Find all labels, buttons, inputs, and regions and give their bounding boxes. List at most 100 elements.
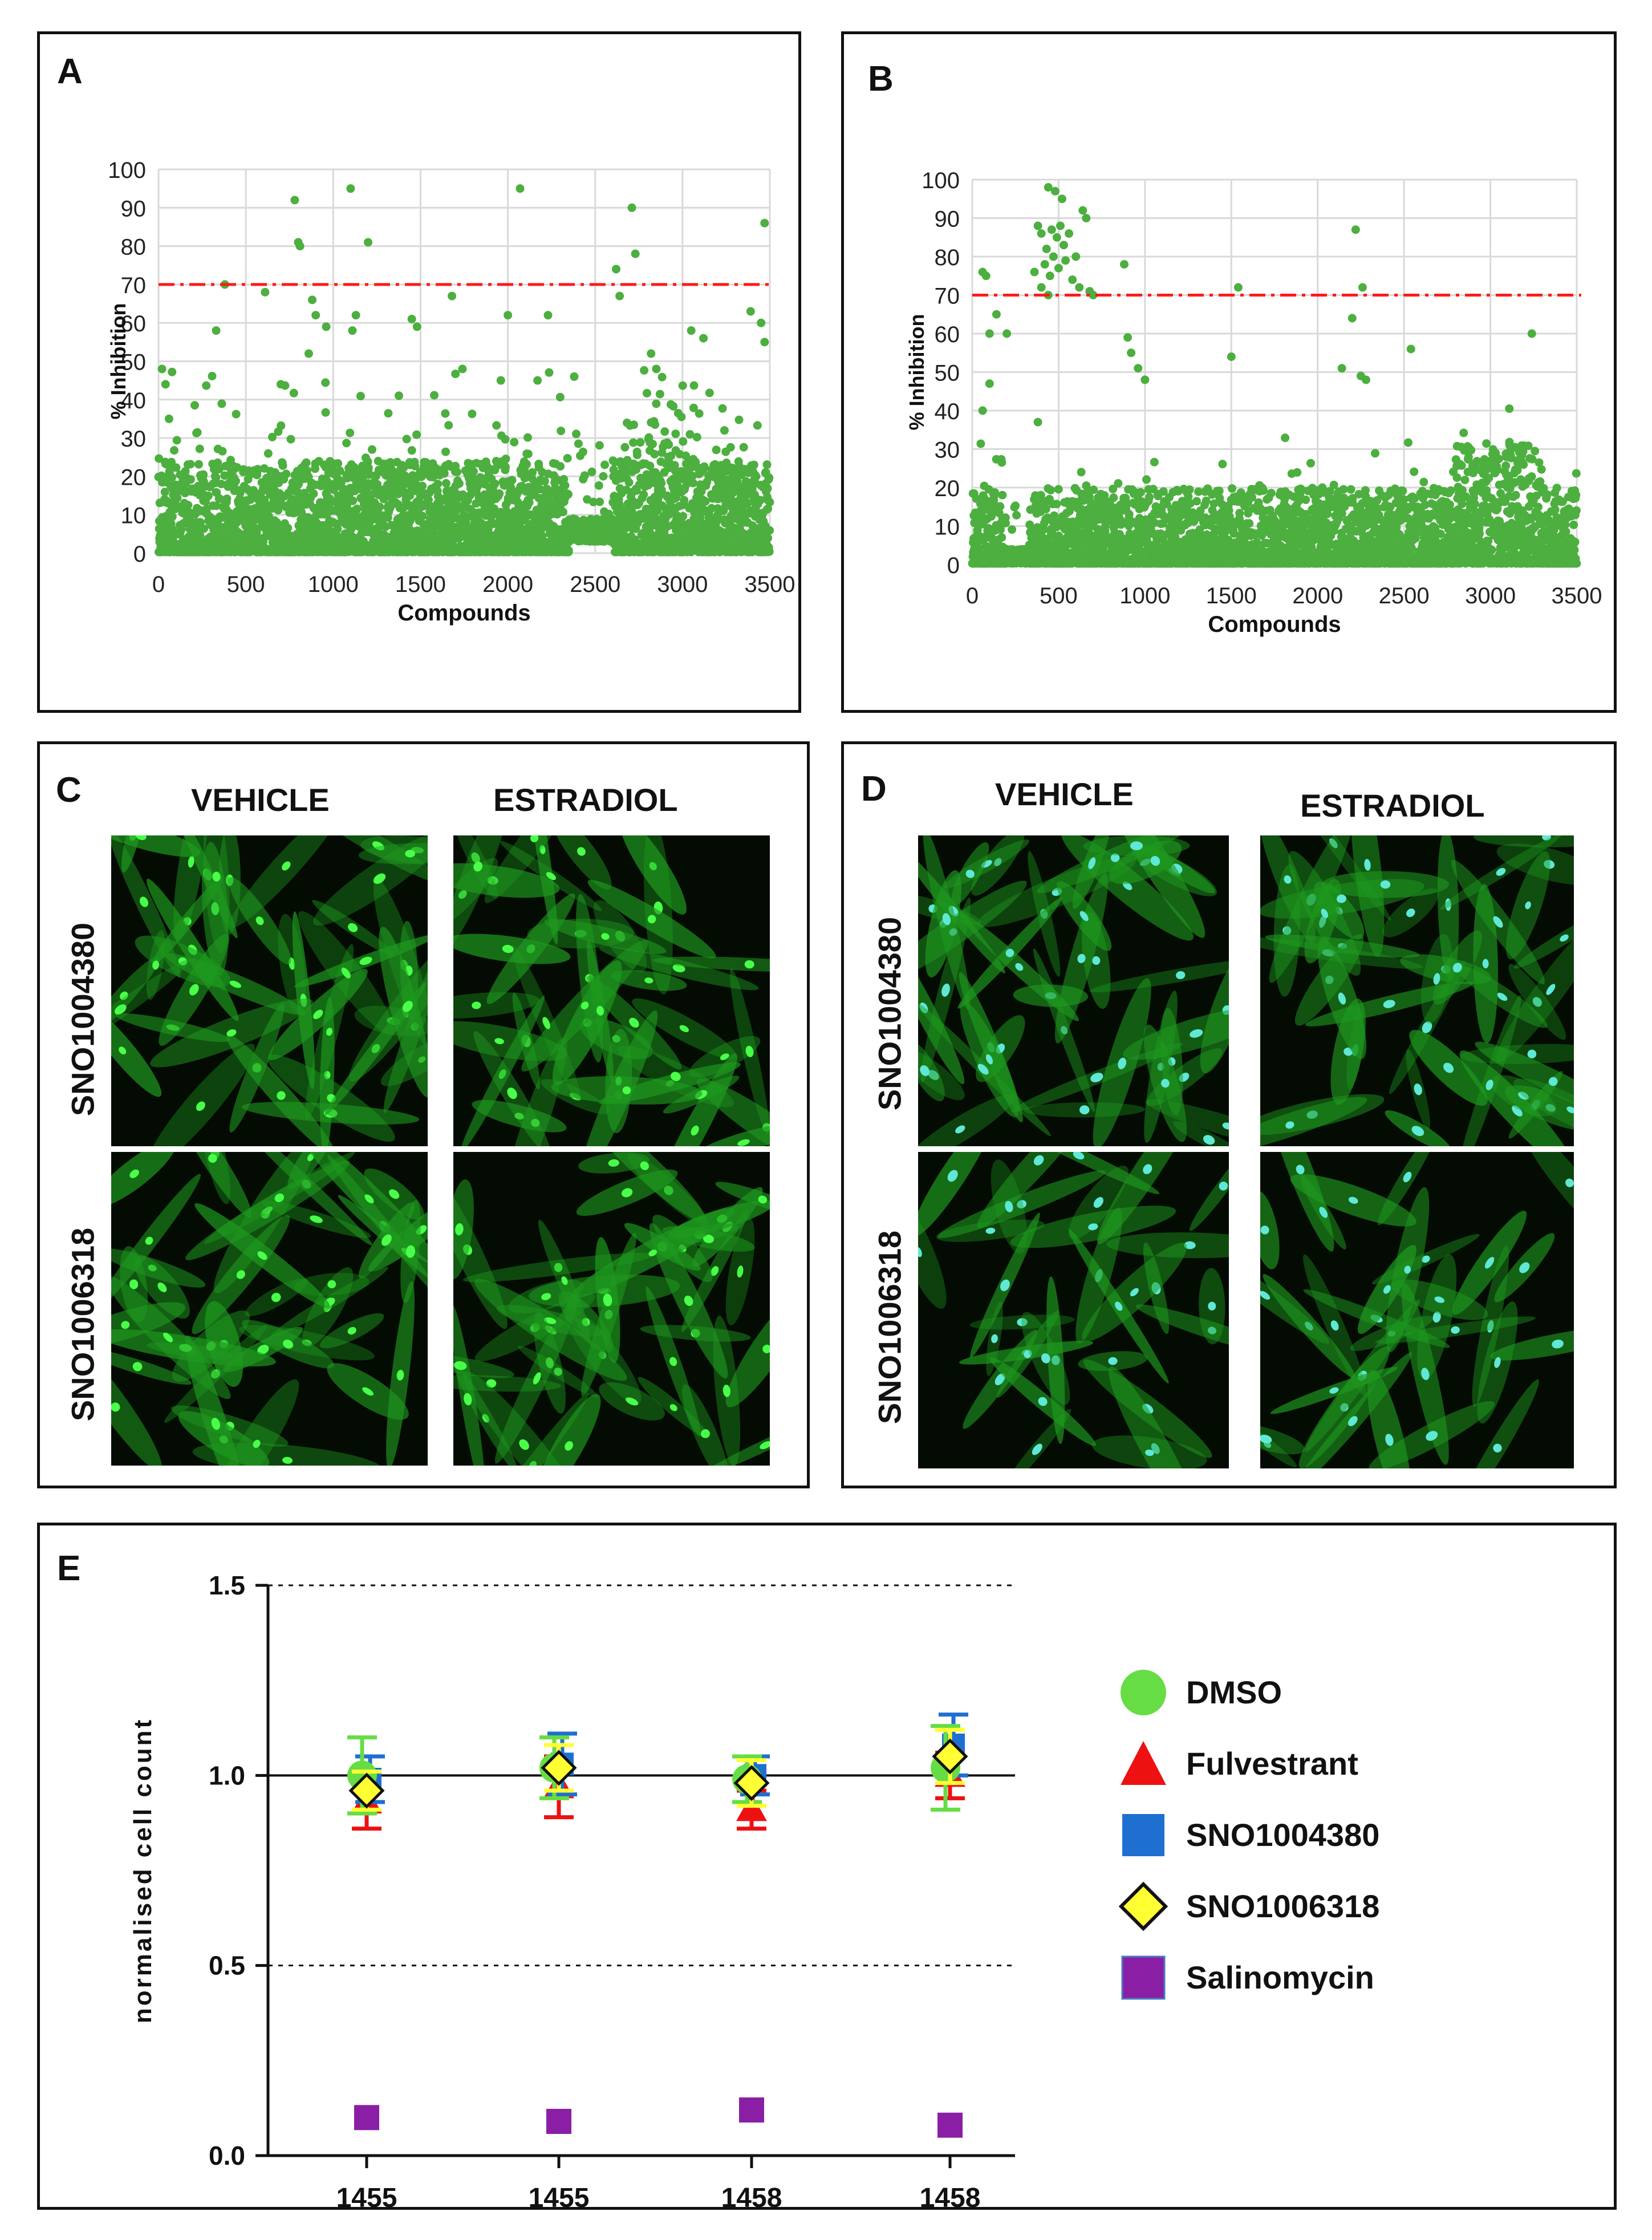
data-point [699,334,708,343]
x-tick-label: 3500 [745,572,795,597]
y-axis-label: % Inhibition [107,303,130,420]
data-point [399,481,408,489]
data-point [412,430,421,439]
data-point [368,445,376,454]
data-point [232,409,241,419]
data-point [333,524,342,533]
data-point [510,437,519,447]
data-point [647,349,656,358]
data-point [155,454,164,463]
data-point [1001,518,1010,527]
data-point [236,488,245,497]
data-point [356,392,365,400]
data-point [418,512,427,521]
data-point [752,472,761,481]
y-tick-label: 10 [121,504,147,529]
data-point [763,484,772,493]
data-point [218,447,227,456]
data-point [458,364,467,374]
data-point [594,481,603,490]
data-point [430,391,439,400]
data-point [161,380,170,389]
data-point [484,525,493,534]
data-point [765,547,774,556]
data-point [334,459,343,468]
data-point [469,474,478,483]
data-point [441,479,450,488]
data-point [282,469,291,478]
data-point [190,401,199,410]
data-point [384,409,393,418]
data-point [276,380,285,389]
data-point [1125,510,1134,519]
data-point [557,427,566,436]
data-point [202,381,211,390]
data-point [164,414,173,423]
data-point [295,242,305,251]
data-point [655,389,664,399]
data-point [700,462,709,471]
x-tick-label: 500 [227,572,265,597]
data-point [646,461,655,470]
data-point [1011,501,1020,510]
data-point [762,460,772,469]
data-point [1142,475,1151,484]
data-point [453,468,461,477]
data-point [196,518,205,527]
data-point [558,508,567,517]
data-point [157,364,167,374]
data-point [516,184,525,193]
data-point [501,455,510,464]
data-point [412,322,421,331]
data-point [651,420,660,429]
data-point [1192,497,1201,506]
data-point [290,196,299,205]
data-point [1041,505,1050,514]
data-point [705,388,714,397]
data-point [572,429,581,439]
data-point [689,381,699,390]
data-point [664,440,673,449]
data-point [600,460,609,469]
data-point [679,512,688,521]
x-axis-label: Compounds [397,600,530,626]
data-point [411,461,420,470]
data-point [364,463,373,472]
data-point [1150,457,1159,466]
data-point [232,477,240,485]
data-point [976,439,985,448]
data-point [652,399,661,408]
data-point [692,433,701,442]
data-point [448,291,457,301]
panel-b: B 0 10 20 30 40 50 60 70 80 90 100 0 500 1000 1500 200… [841,31,1617,713]
data-point [1054,485,1063,494]
data-point [352,504,362,513]
data-point [346,184,355,193]
data-point [348,496,358,505]
data-point [168,367,177,376]
data-point [726,443,735,452]
data-point [1185,485,1194,494]
data-point [217,399,226,408]
data-point [173,493,182,502]
data-point [632,451,642,460]
data-point [407,314,416,323]
y-tick-label: 60 [121,311,147,336]
y-tick-label: 80 [121,235,147,260]
data-point [650,449,659,458]
data-point [587,467,596,476]
data-point [215,494,224,503]
data-point [168,473,176,482]
x-tick-label: 0 [152,572,165,597]
data-point [302,458,311,467]
data-point [212,501,221,510]
data-point [212,473,221,482]
data-point [580,471,589,480]
data-point [652,364,661,374]
data-point [643,389,651,397]
data-point [1145,493,1154,502]
data-point [263,449,273,458]
data-point [679,437,688,446]
data-point [472,499,481,508]
data-point [764,533,773,542]
